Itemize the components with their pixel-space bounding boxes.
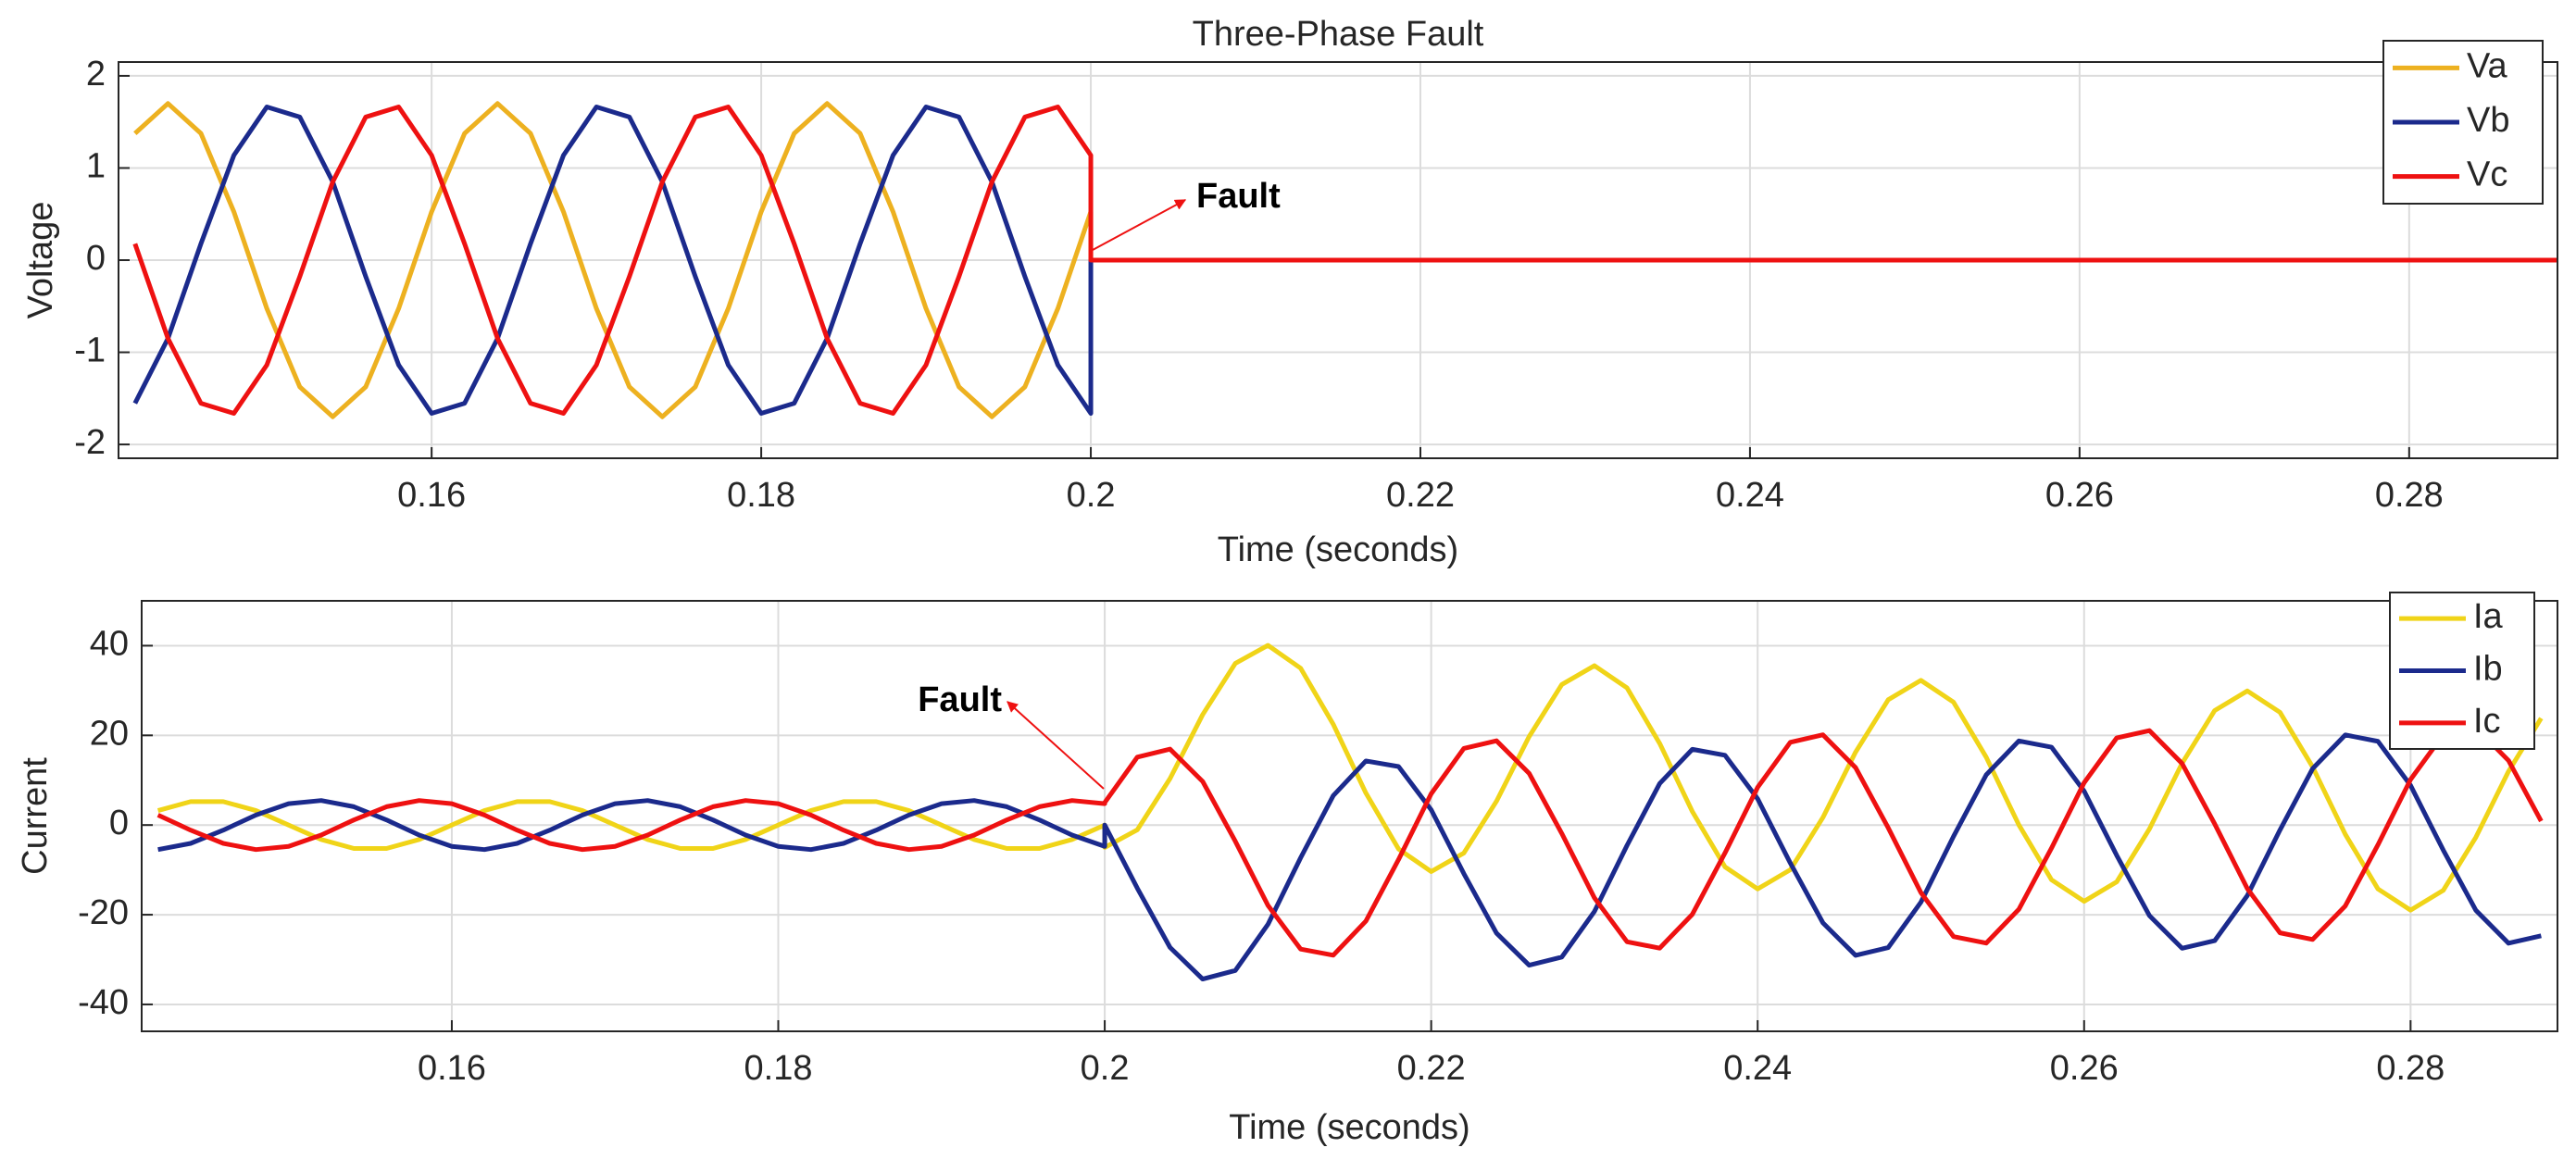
y-axis-label: Current	[16, 757, 55, 875]
series-line	[156, 725, 2544, 958]
y-tick-label: 0	[86, 239, 106, 278]
plot-area	[142, 601, 2557, 1031]
legend-label: Ia	[2473, 597, 2504, 636]
x-tick-label: 0.28	[2375, 476, 2444, 515]
x-tick-label: 0.22	[1397, 1049, 1466, 1088]
chart-title: Three-Phase Fault	[1193, 15, 1484, 54]
series-line	[132, 104, 2557, 417]
annotation: Fault	[918, 680, 1002, 719]
x-tick-label: 0.26	[2050, 1049, 2119, 1088]
series-line	[156, 642, 2544, 913]
x-tick-label: 0.24	[1716, 476, 1784, 515]
annotation: Fault	[1196, 177, 1281, 216]
series-line	[157, 732, 2542, 982]
y-tick-label: 40	[90, 624, 129, 663]
legend-label: Ic	[2473, 702, 2501, 741]
annotation-arrow	[1092, 199, 1187, 251]
x-tick-label: 0.28	[2376, 1049, 2445, 1088]
x-tick-label: 0.22	[1386, 476, 1455, 515]
legend-label: Vb	[2467, 101, 2509, 140]
x-tick-label: 0.2	[1067, 476, 1116, 515]
y-tick-label: -20	[78, 893, 129, 932]
x-tick-label: 0.2	[1081, 1049, 1130, 1088]
annotation-arrow	[1007, 701, 1105, 790]
legend-label: Va	[2467, 46, 2508, 85]
y-tick-label: -40	[78, 983, 129, 1022]
series-line	[132, 104, 2557, 417]
x-axis-label: Time (seconds)	[1218, 530, 1458, 569]
y-tick-label: 1	[86, 146, 106, 185]
y-tick-label: 2	[86, 55, 106, 94]
x-tick-label: 0.16	[397, 476, 466, 515]
y-axis-label: Voltage	[21, 202, 60, 319]
y-tick-label: 0	[109, 804, 129, 842]
x-tick-label: 0.18	[727, 476, 795, 515]
series-line	[133, 101, 2557, 419]
legend-label: Vc	[2467, 156, 2507, 194]
x-tick-label: 0.26	[2045, 476, 2114, 515]
plot-frame	[141, 600, 2558, 1032]
x-tick-label: 0.18	[744, 1049, 813, 1088]
legend-label: Ib	[2473, 650, 2503, 689]
plot-frame	[118, 61, 2558, 459]
y-tick-label: -1	[74, 331, 106, 370]
x-tick-label: 0.16	[418, 1049, 486, 1088]
y-tick-label: 20	[90, 714, 129, 753]
y-tick-label: -2	[74, 423, 106, 462]
x-axis-label: Time (seconds)	[1229, 1108, 1469, 1147]
x-tick-label: 0.24	[1723, 1049, 1792, 1088]
